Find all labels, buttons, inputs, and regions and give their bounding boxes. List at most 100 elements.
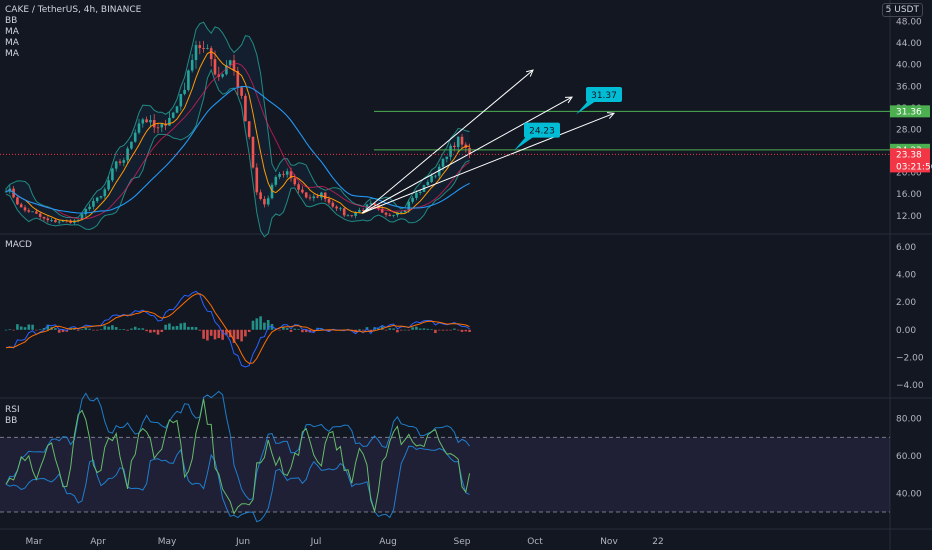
macd-histogram-bar: [183, 322, 186, 330]
candle-body: [255, 167, 259, 193]
macd-histogram-bar: [12, 329, 15, 331]
macd-histogram-bar: [377, 328, 380, 330]
macd-histogram-bar: [418, 328, 422, 330]
candle-body: [274, 176, 278, 185]
time-tick-label: Nov: [600, 537, 618, 547]
arrow-head: [564, 96, 573, 104]
macd-histogram-bar: [92, 329, 95, 331]
legend-rsi[interactable]: RSI: [5, 405, 20, 415]
candle-body: [46, 218, 50, 221]
candle-body: [247, 121, 251, 137]
candle-body: [54, 220, 57, 223]
price-tick-label: 48.00: [896, 18, 922, 28]
macd-histogram-bar: [403, 329, 407, 331]
macd-histogram-bar: [187, 326, 190, 330]
macd-histogram-bar: [304, 329, 308, 333]
drawings-layer[interactable]: 31.37 24.23: [361, 69, 890, 214]
last-price-countdown: 03:21:56: [896, 162, 932, 172]
candle-body: [4, 191, 8, 193]
price-tick-label: 36.00: [896, 82, 922, 92]
rsi-tick-label: 40.00: [896, 489, 922, 499]
candle-body: [168, 117, 171, 126]
candle-body: [293, 178, 297, 185]
macd-histogram-bar: [426, 328, 430, 330]
macd-histogram-bar: [415, 326, 418, 330]
candle-body: [80, 214, 84, 220]
candle-body: [331, 202, 335, 207]
macd-histogram-bar: [99, 329, 103, 330]
macd-histogram-bar: [107, 326, 110, 330]
candle-body: [358, 210, 361, 212]
legend-bb[interactable]: BB: [5, 16, 18, 26]
candle-body: [107, 180, 110, 190]
legend-ma-2[interactable]: MA: [5, 38, 19, 48]
candle-body: [434, 175, 437, 177]
macd-histogram-bar: [27, 324, 31, 330]
price-tick-label: 16.00: [896, 190, 922, 200]
candle-body: [152, 119, 156, 128]
candle-body: [327, 199, 331, 203]
candle-body: [430, 175, 433, 182]
indicator-bands-layer: [0, 21, 890, 513]
candle-body: [445, 156, 449, 160]
symbol-title[interactable]: CAKE / TetherUS, 4h, BINANCE: [5, 5, 142, 15]
legend-ma-1[interactable]: MA: [5, 27, 19, 37]
candle-body: [92, 201, 95, 207]
macd-histogram-bar: [358, 329, 361, 330]
macd-histogram-bar: [225, 329, 228, 336]
macd-histogram-bar: [297, 329, 300, 330]
indicator-lines-layer: [5, 51, 471, 523]
candle-body: [244, 95, 247, 122]
rsi-bb-upper: [5, 390, 470, 501]
rsi-legend: RSI BB: [5, 405, 20, 427]
trend-arrow-2: [361, 96, 573, 214]
candle-body: [384, 212, 388, 215]
macd-histogram-bar: [80, 329, 84, 331]
macd-signal-line: [5, 293, 470, 364]
macd-tick-label: 4.00: [896, 271, 916, 281]
macd-histogram-bar: [392, 328, 395, 330]
macd-histogram-bar: [437, 329, 441, 331]
macd-histogram-bar: [152, 329, 156, 333]
legend-ma-3[interactable]: MA: [5, 49, 19, 59]
time-tick-label: Apr: [90, 537, 106, 547]
candle-body: [35, 211, 38, 214]
macd-histogram-bar: [190, 326, 194, 330]
candle-body: [339, 208, 342, 210]
candle-body: [460, 136, 464, 145]
macd-histogram-bar: [198, 329, 202, 331]
macd-histogram-bar: [118, 329, 122, 330]
candle-body: [437, 166, 441, 176]
candle-body: [354, 211, 357, 216]
time-tick-label: 22: [652, 537, 663, 547]
candle-body: [141, 119, 145, 124]
candle-body: [278, 173, 281, 177]
candle-body: [213, 59, 217, 75]
macd-histogram-bar: [160, 329, 164, 333]
candle-body: [282, 173, 285, 175]
candle-body: [194, 45, 198, 61]
price-tick-label: 12.00: [896, 212, 922, 222]
macd-histogram-bar: [76, 329, 80, 331]
macd-histogram-bar: [251, 320, 255, 330]
legend-rsi-bb[interactable]: BB: [5, 416, 18, 426]
time-tick-label: Oct: [527, 537, 543, 547]
macd-histogram-bar: [278, 329, 281, 331]
macd-histogram-bar: [399, 329, 403, 331]
candle-body: [38, 213, 42, 217]
candle-body: [259, 192, 262, 199]
candle-body: [232, 60, 236, 71]
trend-arrow-1: [361, 69, 534, 214]
candle-body: [266, 198, 270, 205]
legend-macd[interactable]: MACD: [5, 240, 32, 250]
macd-histogram-bar: [388, 328, 392, 330]
macd-histogram-bar: [293, 328, 297, 330]
currency-selector[interactable]: 5 USDT: [881, 3, 923, 17]
candle-body: [373, 203, 376, 205]
macd-tick-label: 6.00: [896, 243, 916, 253]
candle-body: [289, 171, 293, 179]
candle-body: [225, 65, 228, 75]
macd-histogram-bar: [232, 329, 236, 343]
